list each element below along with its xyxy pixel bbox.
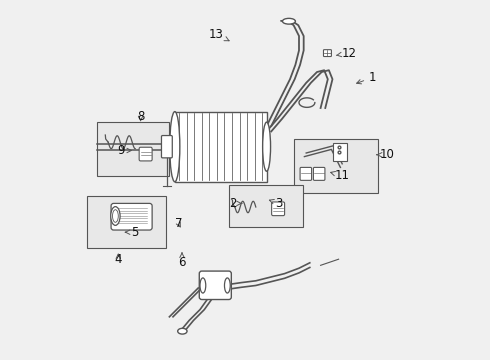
- Ellipse shape: [263, 122, 270, 171]
- Bar: [98, 122, 170, 176]
- Text: 9: 9: [117, 144, 131, 157]
- Text: 4: 4: [115, 253, 122, 266]
- Ellipse shape: [178, 328, 187, 334]
- Ellipse shape: [200, 278, 206, 293]
- Text: 5: 5: [125, 226, 139, 239]
- Text: 7: 7: [174, 217, 182, 230]
- Text: 8: 8: [137, 111, 144, 123]
- FancyBboxPatch shape: [271, 202, 285, 216]
- FancyBboxPatch shape: [139, 147, 152, 161]
- Ellipse shape: [282, 18, 295, 24]
- FancyBboxPatch shape: [111, 203, 152, 230]
- Bar: [333, 143, 347, 161]
- Bar: [294, 139, 378, 193]
- Bar: [229, 185, 303, 227]
- Text: 6: 6: [178, 253, 186, 269]
- Bar: [175, 112, 267, 182]
- Text: 11: 11: [331, 169, 350, 182]
- Text: 10: 10: [377, 148, 394, 161]
- Ellipse shape: [224, 278, 230, 293]
- FancyBboxPatch shape: [300, 167, 312, 180]
- Text: 3: 3: [270, 197, 283, 210]
- Text: 2: 2: [229, 197, 242, 210]
- Text: 13: 13: [209, 28, 229, 41]
- Ellipse shape: [113, 210, 118, 222]
- Ellipse shape: [170, 112, 180, 182]
- Text: 12: 12: [336, 47, 357, 60]
- FancyBboxPatch shape: [323, 50, 331, 57]
- Ellipse shape: [111, 207, 120, 225]
- Text: 1: 1: [357, 71, 376, 84]
- FancyBboxPatch shape: [162, 135, 172, 158]
- Bar: [87, 196, 166, 248]
- FancyBboxPatch shape: [199, 271, 231, 300]
- FancyBboxPatch shape: [314, 167, 325, 180]
